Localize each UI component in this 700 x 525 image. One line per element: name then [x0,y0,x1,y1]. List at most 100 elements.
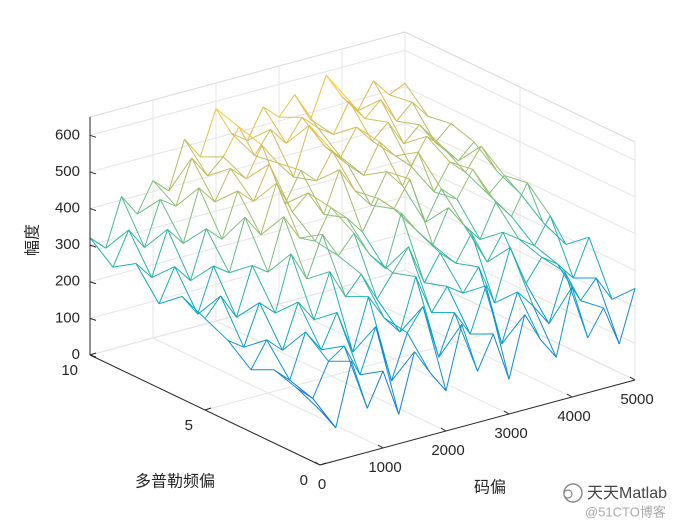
mesh-edge [571,287,589,338]
mesh-edge [297,301,315,321]
mesh-edge [426,135,443,148]
mesh-edge [346,217,371,255]
mesh-edge [229,264,253,274]
mesh-edge [220,295,237,318]
mesh-edge [207,156,224,177]
mesh-edge [158,266,176,304]
mesh-edge [273,369,298,389]
mesh-edge [388,82,406,96]
mesh-edge [152,180,177,207]
mesh-edge [502,231,519,240]
mesh-edge [618,288,636,345]
mesh-edge [254,155,278,164]
grid-line [404,232,636,344]
mesh-edge [261,144,279,164]
mesh-edge [425,207,449,223]
x-tick-label: 0 [318,476,326,493]
mesh-edge [359,370,384,376]
mesh-edge [144,199,161,248]
mesh-edge [313,271,331,320]
mesh-edge [492,333,510,380]
mesh-edge [503,175,521,194]
mesh-edge [548,271,566,324]
mesh-edge [389,94,413,103]
mesh-edge [215,108,240,128]
mesh-edge [403,124,420,144]
mesh-edge [128,229,153,278]
mesh-edge [380,99,405,144]
mesh-edge [267,216,285,273]
mesh-edge [243,339,267,348]
mesh-edge [473,141,498,172]
mesh-edge [455,262,479,268]
mesh-edge [247,106,264,141]
mesh-edge [167,228,184,244]
mesh-edge [457,141,475,162]
x-tick [314,461,321,466]
mesh-edge [293,125,310,178]
grid-line [89,49,406,136]
mesh-edge [439,252,464,294]
mesh-edge [168,157,193,192]
mesh-edge [471,233,488,263]
mesh-edge [250,339,268,370]
mesh-edge [220,295,245,348]
mesh-edge [243,302,260,348]
mesh-edge [572,236,590,279]
mesh-edge [519,192,544,223]
mesh-edge [244,217,269,273]
mesh-edge [595,277,613,300]
mesh-edge [363,171,387,176]
mesh-edge [190,228,207,281]
mesh-edge [526,182,551,217]
mesh-edge [414,351,431,374]
mesh-edge [245,163,270,180]
z-tick [89,317,97,321]
mesh-edge [283,216,308,280]
mesh-edge [447,285,464,294]
x-tick-label: 5000 [620,391,653,408]
x-tick [503,410,510,415]
mesh-edge [595,277,620,345]
mesh-edge [501,291,518,344]
mesh-edge [290,253,308,280]
mesh-edge [191,157,208,177]
mesh-edge [316,150,333,181]
mesh-edge [548,286,573,325]
mesh-edge [89,237,114,268]
mesh-edge [335,361,352,428]
mesh-edge [419,124,443,148]
mesh-edge [174,266,199,315]
mesh-edge [321,345,345,351]
mesh-edge [457,145,482,162]
mesh-edge [313,312,338,321]
mesh-edge [415,276,432,313]
mesh-edge [456,198,481,240]
mesh-edge [331,150,349,166]
mesh-edge [379,141,396,157]
mesh-edge [386,171,403,187]
grid-line [404,49,636,161]
mesh-edge [352,296,369,353]
mesh-edge [247,128,271,141]
mesh-edge [345,273,362,297]
y-tick [89,352,97,356]
mesh-edge [300,169,317,182]
mesh-edge [469,285,487,335]
mesh-edge [410,165,435,193]
mesh-edge [353,232,371,255]
mesh-edge [385,213,402,269]
mesh-edge [431,286,448,313]
mesh-edge [285,117,303,144]
mesh-edge [253,182,277,202]
mesh-edge [252,264,269,273]
mesh-edge [449,161,473,170]
mesh-edge [402,185,426,223]
mesh-edge [557,263,574,279]
mesh-edge [416,230,441,254]
mesh-edge [160,199,177,207]
mesh-edge [191,157,216,203]
mesh-edge [564,271,581,301]
mesh-edge [387,122,412,167]
z-tick-label: 600 [55,126,80,143]
